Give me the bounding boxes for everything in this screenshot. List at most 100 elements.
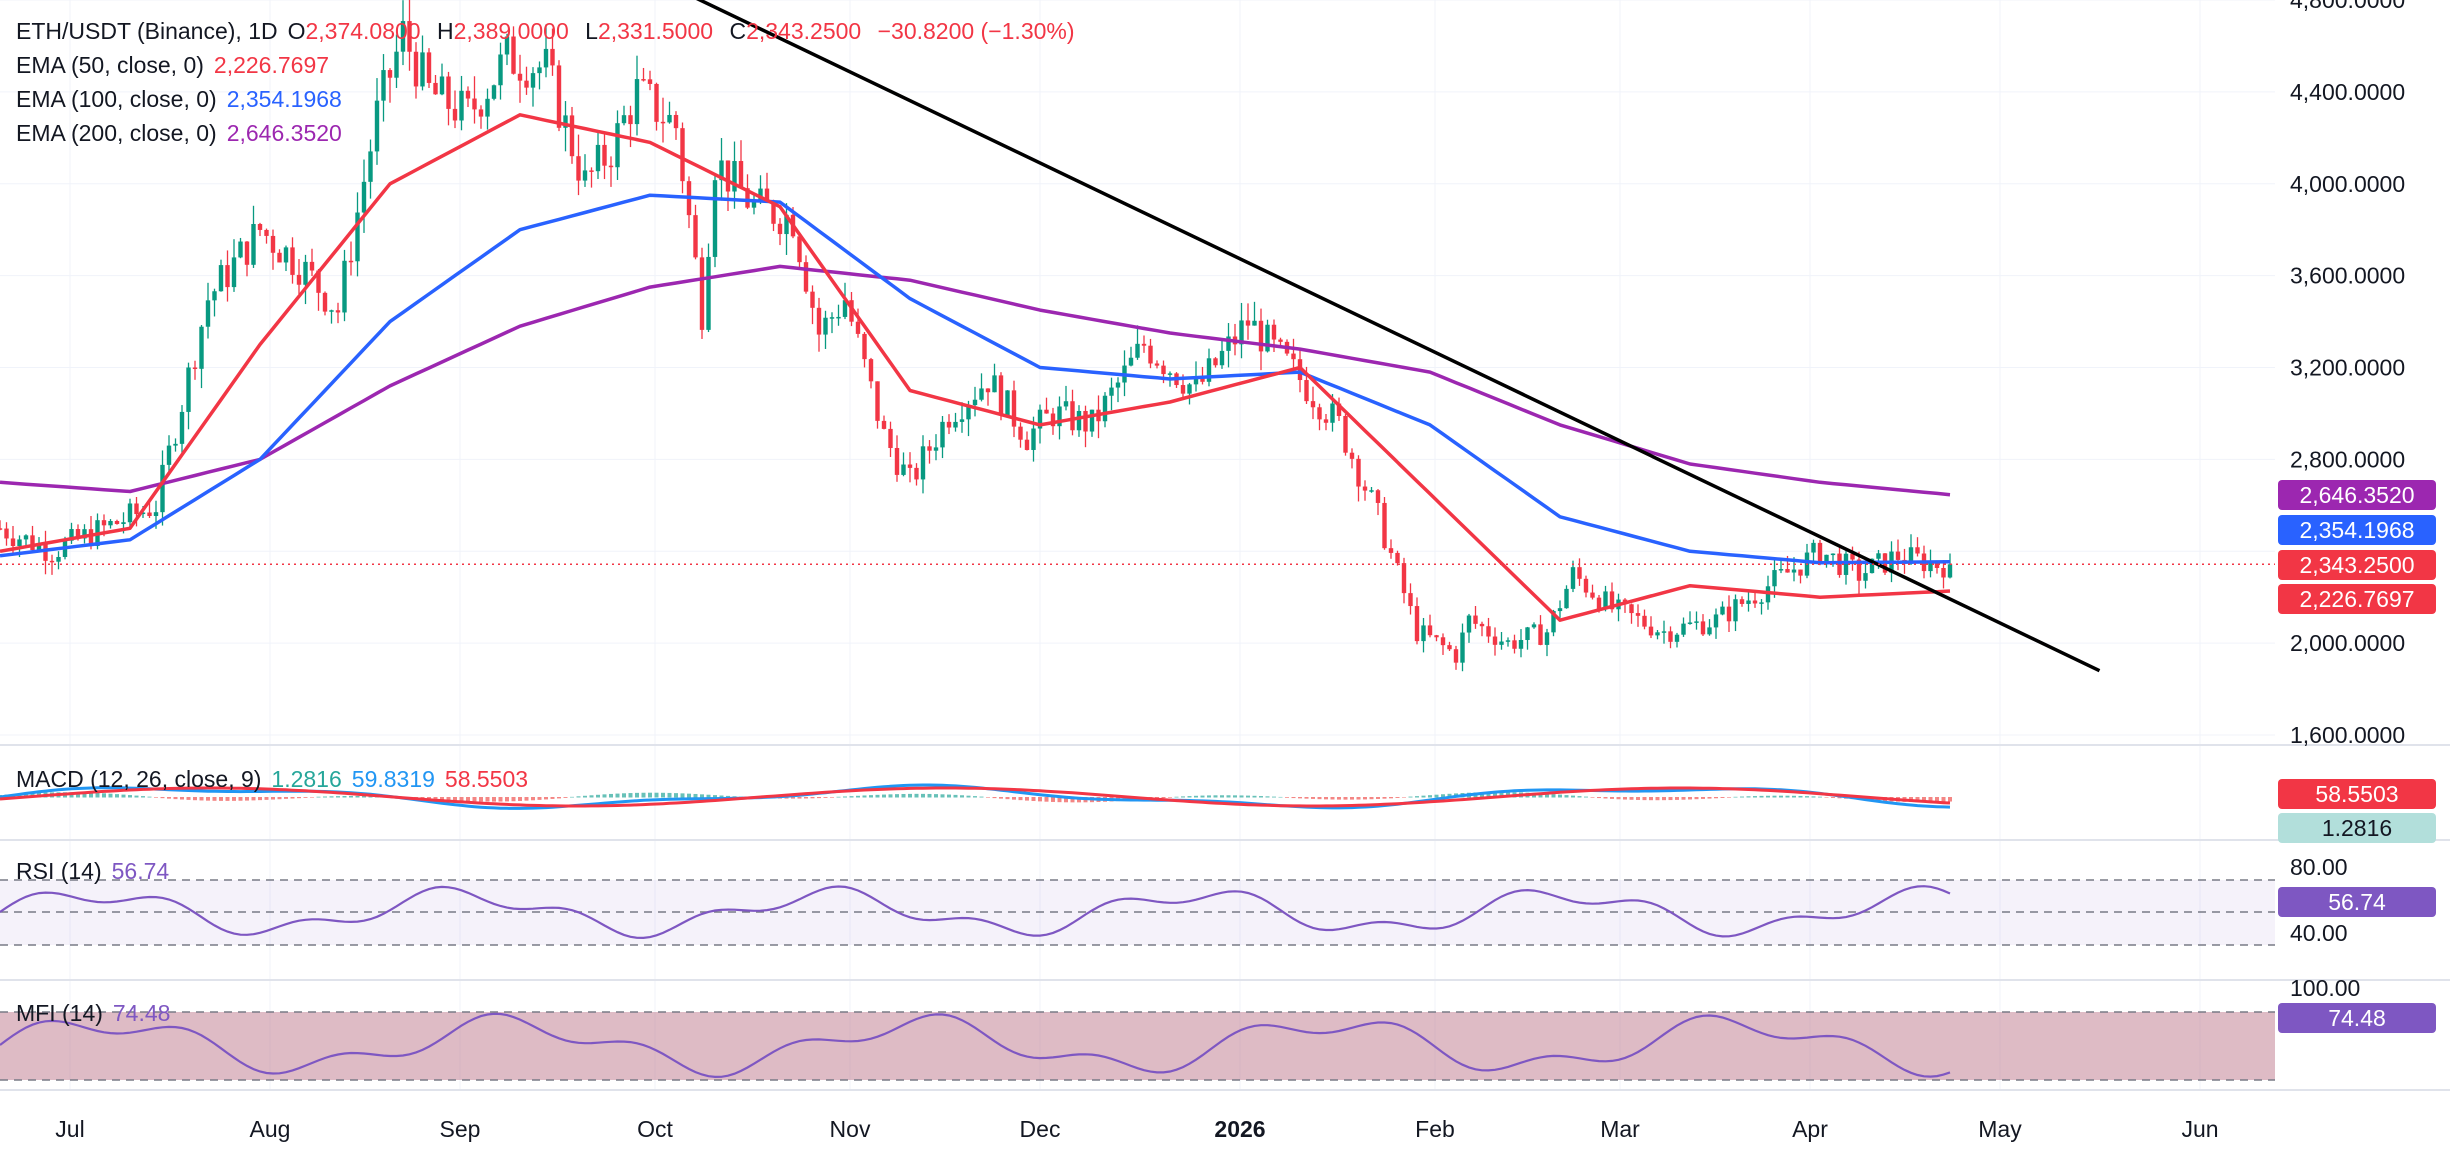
candle-body (1356, 458, 1361, 487)
candle-body (1076, 410, 1082, 431)
ohlc-high-label: H (437, 18, 454, 44)
ema-200-legend[interactable]: EMA (200, close, 0) 2,646.3520 (16, 118, 352, 148)
macd-hist-bar (524, 797, 529, 801)
macd-hist-bar (628, 793, 633, 798)
candle-body (517, 73, 523, 81)
candle-body (407, 21, 412, 52)
macd-hist-bar (641, 792, 646, 798)
candle-body (1304, 380, 1309, 402)
candle-body (153, 512, 159, 517)
macd-hist-bar (1434, 794, 1439, 798)
candle-body (979, 388, 984, 400)
mfi-value: 74.48 (112, 1000, 171, 1026)
ema-50-label: EMA (50, close, 0) (16, 52, 204, 78)
macd-hist-bar (1317, 797, 1322, 800)
ema-100-legend[interactable]: EMA (100, close, 0) 2,354.1968 (16, 84, 352, 114)
time-axis: Jul Aug Sep Oct Nov Dec 2026 Feb Mar Apr May Jun (55, 1116, 2218, 1142)
macd-hist-bar (1772, 795, 1777, 798)
macd-legend[interactable]: MACD (12, 26, close, 9) 1.2816 59.8319 58.5… (16, 764, 538, 794)
macd-hist-bar (1590, 797, 1595, 798)
macd-hist-bar (1246, 795, 1250, 798)
mfi-line (0, 1012, 1951, 1079)
mfi-legend[interactable]: MFI (14) 74.48 (16, 998, 180, 1028)
candle-body (985, 388, 991, 393)
macd-hist-bar (433, 797, 438, 800)
candle-body (1707, 627, 1712, 635)
candle-body (238, 241, 243, 258)
macd-hist-bar (1259, 796, 1263, 798)
candle-body (894, 447, 900, 475)
macd-hist-bar (1714, 797, 1718, 799)
candle-body (1687, 622, 1693, 624)
macd-hist-bar (277, 797, 282, 800)
macd-hist-bar (1649, 797, 1653, 801)
candle-body (1499, 641, 1504, 645)
candle-body (784, 214, 789, 235)
candle-body (348, 260, 354, 263)
candle-body (355, 212, 360, 262)
macd-hist-bar (700, 794, 704, 798)
macd-hist-bar (1831, 797, 1835, 798)
candle-body (1655, 632, 1660, 636)
rsi-tick-80: 80.00 (2290, 854, 2348, 880)
time-tick-label: Mar (1600, 1116, 1640, 1142)
candle-body (628, 115, 633, 125)
macd-hist-bar (1675, 797, 1679, 800)
candle-body (933, 447, 939, 451)
rsi-legend[interactable]: RSI (14) 56.74 (16, 856, 179, 886)
macd-hist-bar (1610, 797, 1614, 799)
ema-50-legend[interactable]: EMA (50, close, 0) 2,226.7697 (16, 50, 339, 80)
candle-body (1915, 547, 1920, 554)
candle-body (290, 247, 295, 275)
candle-body (732, 161, 737, 192)
candle-body (1037, 409, 1043, 429)
price-tick-label: 3,600.0000 (2290, 263, 2405, 289)
ohlc-open-label: O (287, 18, 306, 44)
macd-hist-bar (960, 795, 964, 798)
macd-hist-bar (1818, 796, 1822, 798)
macd-hist-bar (258, 797, 262, 801)
time-tick-label: Aug (250, 1116, 291, 1142)
candle-body (244, 241, 250, 265)
rsi-value-tag: 56.74 (2278, 887, 2436, 917)
candle-body (946, 421, 952, 428)
macd-hist-bar (1395, 797, 1400, 798)
candle-body (836, 316, 841, 319)
candle-body (0, 528, 3, 530)
candle-body (251, 224, 256, 265)
macd-hist-bar (440, 797, 444, 801)
macd-hist-bar (992, 797, 997, 799)
macd-hist-bar (1220, 795, 1224, 798)
macd-hist-bar (232, 797, 236, 801)
candle-body (680, 128, 685, 182)
macd-hist-bar (1252, 795, 1257, 798)
candle-body (1401, 563, 1407, 594)
macd-hist-bar (121, 794, 126, 798)
candle-body (75, 529, 81, 539)
candle-body (374, 100, 380, 152)
candle-body (270, 235, 276, 253)
macd-hist-bar (1272, 796, 1276, 798)
macd-hist-bar (1785, 795, 1790, 798)
ema-50-line (0, 113, 1951, 622)
candle-body (4, 528, 9, 539)
macd-hist-bar (1766, 795, 1770, 798)
candle-body (147, 512, 152, 517)
candle-body (1817, 542, 1823, 564)
candle-body (907, 464, 913, 468)
macd-hist-tag: 1.2816 (2278, 813, 2436, 843)
rsi-label: RSI (14) (16, 858, 102, 884)
candle-body (608, 165, 614, 168)
candle-body (160, 464, 165, 513)
candle-body (1726, 606, 1732, 622)
price-tick-label: 3,200.0000 (2290, 355, 2405, 381)
candle-body (420, 52, 425, 87)
macd-hist-bar (1070, 797, 1075, 803)
macd-hist-bar (154, 797, 158, 798)
candle-body (1531, 624, 1537, 628)
candle-body (485, 98, 490, 117)
candle-body (1856, 559, 1862, 581)
candle-body (1473, 615, 1478, 624)
macd-hist-bar (355, 795, 360, 798)
